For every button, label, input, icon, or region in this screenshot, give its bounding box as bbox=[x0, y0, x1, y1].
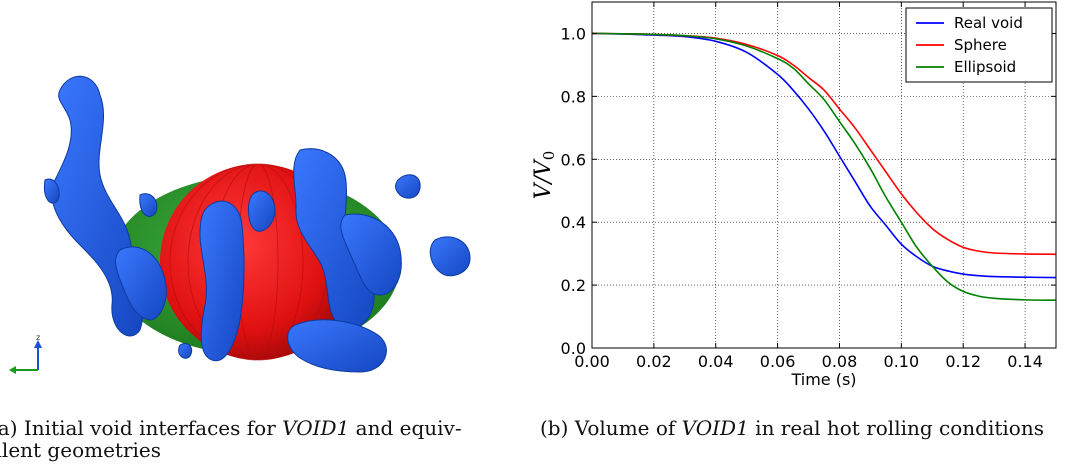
legend-label-ellipsoid: Ellipsoid bbox=[954, 58, 1016, 76]
y-tick-label: 0.4 bbox=[561, 213, 586, 232]
series-line-ellipsoid bbox=[591, 32, 1057, 301]
y-tick-label: 0.0 bbox=[561, 339, 586, 358]
legend-label-sphere: Sphere bbox=[954, 36, 1007, 54]
axis-triad-icon: z bbox=[9, 333, 42, 374]
y-axis-label-sub: 0 bbox=[540, 151, 558, 161]
y-tick-label: 0.8 bbox=[561, 87, 586, 106]
y-tick-label: 0.6 bbox=[561, 150, 586, 169]
chart-ticks: 0.00 0.02 0.04 0.06 0.08 0.10 0.12 0.14 0.0 0.2 0.… bbox=[561, 2, 1056, 371]
chart-series bbox=[591, 32, 1057, 301]
caption-a-line2: alent geometries bbox=[0, 438, 162, 462]
real-void-surface bbox=[43, 75, 471, 373]
caption-a-suffix: and equiv- bbox=[349, 416, 462, 440]
caption-a-em: VOID1 bbox=[282, 416, 350, 440]
y-tick-label: 1.0 bbox=[561, 24, 586, 43]
plot-frame bbox=[591, 1, 1057, 349]
void-3d-render: z bbox=[9, 75, 471, 374]
volume-line-chart: 0.00 0.02 0.04 0.06 0.08 0.10 0.12 0.14 0.0 0.2 0.… bbox=[531, 1, 1057, 389]
x-tick-label: 0.14 bbox=[1007, 352, 1043, 371]
x-tick-label: 0.10 bbox=[884, 352, 920, 371]
caption-b-suffix: in real hot rolling conditions bbox=[748, 416, 1044, 440]
caption-b-prefix: (b) Volume of bbox=[540, 416, 682, 440]
legend-label-real-void: Real void bbox=[954, 14, 1023, 32]
x-tick-label: 0.12 bbox=[945, 352, 981, 371]
y-axis-label-main: V/V bbox=[531, 158, 556, 199]
y-tick-label: 0.2 bbox=[561, 276, 586, 295]
caption-b-em: VOID1 bbox=[681, 416, 749, 440]
caption-figure-b: (b) Volume of VOID1 in real hot rolling … bbox=[540, 417, 1088, 439]
x-tick-label: 0.02 bbox=[636, 352, 672, 371]
x-tick-label: 0.04 bbox=[698, 352, 734, 371]
series-line-real-void bbox=[591, 32, 1057, 279]
chart-legend: Real void Sphere Ellipsoid bbox=[905, 7, 1053, 83]
axis-triad-label: z bbox=[36, 333, 40, 342]
x-tick-label: 0.06 bbox=[760, 352, 796, 371]
y-axis-label: V/V0 bbox=[531, 151, 558, 200]
x-tick-label: 0.00 bbox=[574, 352, 610, 371]
caption-figure-a: (a) Initial void interfaces for VOID1 an… bbox=[0, 417, 530, 461]
x-tick-label: 0.08 bbox=[822, 352, 858, 371]
caption-a-prefix: (a) Initial void interfaces for bbox=[0, 416, 283, 440]
x-axis-label: Time (s) bbox=[790, 370, 856, 389]
